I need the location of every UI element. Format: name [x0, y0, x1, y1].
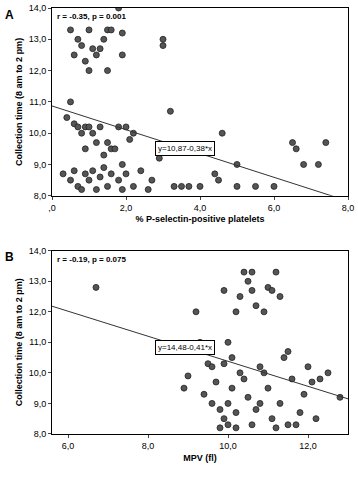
- svg-text:8,0: 8,0: [142, 441, 155, 451]
- svg-text:11,0: 11,0: [29, 337, 46, 347]
- svg-text:9,0: 9,0: [34, 160, 47, 170]
- svg-text:6,0: 6,0: [62, 441, 75, 451]
- svg-text:8,0: 8,0: [34, 429, 47, 439]
- svg-text:2,0: 2,0: [120, 203, 133, 213]
- svg-text:6,0: 6,0: [268, 203, 281, 213]
- svg-text:12,0: 12,0: [299, 441, 317, 451]
- svg-text:13,0: 13,0: [29, 34, 47, 44]
- svg-text:12,0: 12,0: [29, 307, 47, 317]
- svg-text:r = -0.35, p = 0.001: r = -0.35, p = 0.001: [57, 12, 126, 21]
- svg-text:B: B: [5, 250, 14, 264]
- svg-text:10,0: 10,0: [29, 128, 47, 138]
- svg-text:11,0: 11,0: [29, 97, 46, 107]
- svg-text:Collection time (8 am to 2 pm): Collection time (8 am to 2 pm): [14, 38, 24, 166]
- svg-text:8,0: 8,0: [342, 203, 355, 213]
- svg-text:10,0: 10,0: [219, 441, 237, 451]
- svg-text:10,0: 10,0: [29, 368, 47, 378]
- svg-text:,0: ,0: [48, 203, 56, 213]
- svg-text:Collection time (8 am to 2 pm): Collection time (8 am to 2 pm): [14, 278, 24, 406]
- svg-text:A: A: [5, 8, 14, 22]
- svg-text:y=10,87-0,38*x: y=10,87-0,38*x: [158, 144, 212, 153]
- svg-text:13,0: 13,0: [29, 276, 47, 286]
- svg-text:9,0: 9,0: [34, 399, 47, 409]
- svg-text:12,0: 12,0: [29, 66, 47, 76]
- svg-text:r = -0.19, p = 0.075: r = -0.19, p = 0.075: [57, 255, 126, 264]
- svg-text:MPV (fl): MPV (fl): [183, 453, 217, 463]
- svg-text:14,0: 14,0: [29, 3, 47, 13]
- svg-text:% P-selectin-positive platelet: % P-selectin-positive platelets: [135, 214, 264, 224]
- svg-text:14,0: 14,0: [29, 246, 47, 256]
- svg-text:y=14,48-0,41*x: y=14,48-0,41*x: [158, 343, 212, 352]
- svg-text:8,0: 8,0: [34, 191, 47, 201]
- svg-text:4,0: 4,0: [194, 203, 207, 213]
